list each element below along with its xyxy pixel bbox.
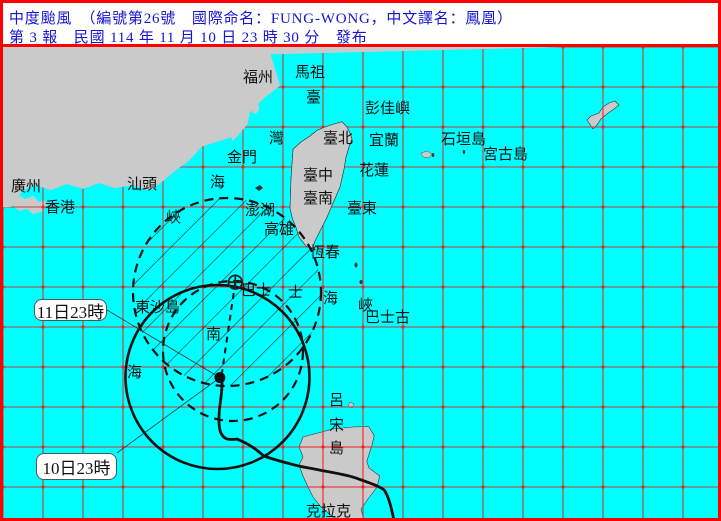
svg-text:汕頭: 汕頭 xyxy=(127,176,157,193)
svg-text:臺北: 臺北 xyxy=(323,130,353,147)
svg-text:灣: 灣 xyxy=(269,130,284,147)
svg-text:福州: 福州 xyxy=(243,69,273,86)
svg-text:廣州: 廣州 xyxy=(11,178,41,195)
svg-text:臺中: 臺中 xyxy=(303,167,333,184)
svg-text:臺東: 臺東 xyxy=(347,200,377,217)
svg-text:石垣島: 石垣島 xyxy=(441,131,486,148)
svg-text:士: 士 xyxy=(288,284,303,301)
svg-text:克拉克: 克拉克 xyxy=(306,503,351,520)
svg-text:海: 海 xyxy=(210,174,225,191)
svg-text:澎湖: 澎湖 xyxy=(245,202,275,219)
svg-text:花蓮: 花蓮 xyxy=(359,162,389,179)
svg-text:呂: 呂 xyxy=(329,393,344,409)
svg-text:高雄: 高雄 xyxy=(264,221,294,238)
svg-text:海: 海 xyxy=(127,364,142,381)
svg-text:金門: 金門 xyxy=(227,149,257,166)
svg-text:臺南: 臺南 xyxy=(303,190,333,207)
svg-text:峽: 峽 xyxy=(166,209,181,226)
svg-text:海: 海 xyxy=(323,290,338,307)
svg-text:南: 南 xyxy=(206,326,221,343)
svg-text:彭佳嶼: 彭佳嶼 xyxy=(365,100,410,117)
svg-text:巴士古: 巴士古 xyxy=(365,309,410,326)
svg-text:東沙島: 東沙島 xyxy=(135,299,180,316)
svg-text:馬祖: 馬祖 xyxy=(295,64,325,81)
svg-text:巴士: 巴士 xyxy=(241,282,271,299)
svg-text:香港: 香港 xyxy=(45,199,75,216)
svg-text:臺: 臺 xyxy=(306,89,321,106)
svg-text:宋: 宋 xyxy=(329,417,344,434)
svg-text:恆春: 恆春 xyxy=(310,244,340,261)
svg-text:宮古島: 宮古島 xyxy=(483,146,528,163)
svg-text:島: 島 xyxy=(329,440,344,457)
svg-text:宜蘭: 宜蘭 xyxy=(369,132,399,149)
